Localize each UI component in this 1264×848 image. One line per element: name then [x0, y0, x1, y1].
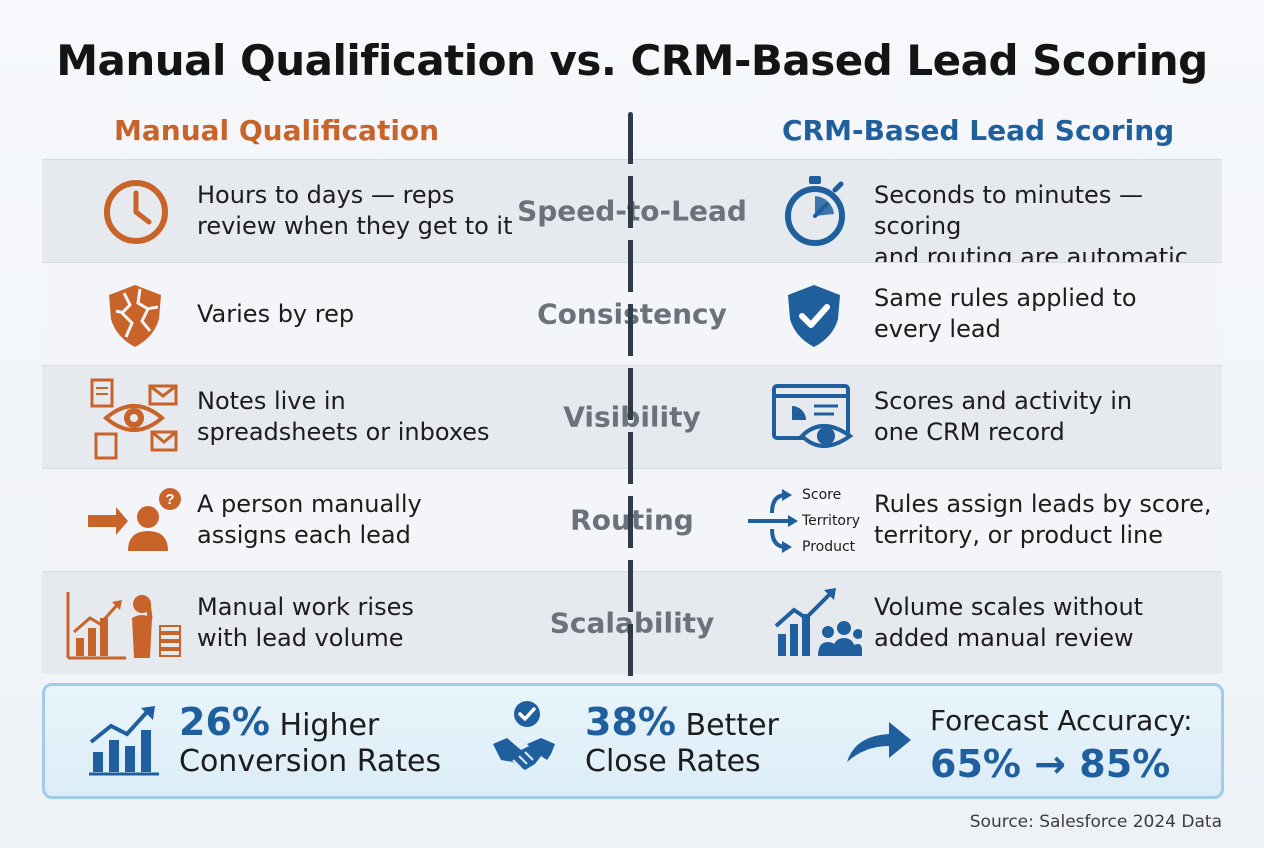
forecast-accuracy-value: 65% → 85% — [930, 742, 1171, 786]
manual-speed-text: Hours to days — reps review when they ge… — [197, 181, 513, 240]
crm-visibility-text: Scores and activity in one CRM record — [874, 387, 1133, 446]
conversion-stat-value: 26% — [179, 700, 270, 744]
scattered-documents-eye-icon — [90, 378, 178, 460]
bar-chart-up-icon — [89, 706, 159, 776]
close-rate-stat: 38% Better Close Rates — [585, 703, 779, 780]
curved-arrow-icon — [847, 722, 911, 762]
clock-icon — [104, 180, 168, 244]
conversion-stat-suffix: Higher — [269, 708, 380, 743]
crm-routing-text: Rules assign leads by score, territory, … — [874, 490, 1212, 549]
crm-column-heading: CRM-Based Lead Scoring — [782, 114, 1175, 147]
person-question-icon: ? — [88, 488, 181, 551]
forecast-accuracy-label: Forecast Accuracy: — [930, 704, 1193, 737]
manual-column-heading: Manual Qualification — [114, 114, 440, 147]
center-divider — [628, 112, 633, 684]
close-rate-stat-suffix: Better — [675, 708, 779, 743]
manual-routing-text: A person manually assigns each lead — [197, 490, 422, 549]
handshake-check-icon — [493, 701, 555, 770]
close-rate-stat-value: 38% — [585, 700, 676, 744]
comparison-row: Manual work rises with lead volume Scala… — [42, 571, 1222, 674]
growth-chart-team-icon — [774, 588, 862, 656]
shield-check-icon — [788, 285, 840, 347]
conversion-stat: 26% Higher Conversion Rates — [179, 703, 442, 780]
crm-scalability-text: Volume scales without added manual revie… — [874, 593, 1144, 652]
crm-consistency-text: Same rules applied to every lead — [874, 284, 1137, 343]
close-rate-stat-label: Close Rates — [585, 744, 761, 779]
page-title: Manual Qualification vs. CRM-Based Lead … — [56, 36, 1208, 85]
routing-arrows-icon — [748, 489, 798, 553]
svg-text:?: ? — [165, 491, 174, 508]
routing-score-label: Score — [802, 487, 842, 503]
manual-consistency-text: Varies by rep — [197, 300, 355, 328]
dashboard-eye-icon — [772, 384, 854, 448]
routing-product-label: Product — [802, 539, 856, 555]
routing-territory-label: Territory — [802, 513, 861, 529]
source-note: Source: Salesforce 2024 Data — [969, 812, 1222, 832]
results-summary-box: 26% Higher Conversion Rates 38% Better C… — [42, 683, 1224, 799]
stopwatch-icon — [785, 176, 845, 246]
stressed-person-chart-icon — [66, 592, 181, 660]
crm-speed-text: Seconds to minutes — scoring and routing… — [874, 181, 1188, 271]
cracked-shield-icon — [109, 285, 161, 347]
conversion-stat-label: Conversion Rates — [179, 744, 442, 779]
manual-scalability-text: Manual work rises with lead volume — [197, 593, 414, 652]
manual-visibility-text: Notes live in spreadsheets or inboxes — [197, 387, 490, 446]
